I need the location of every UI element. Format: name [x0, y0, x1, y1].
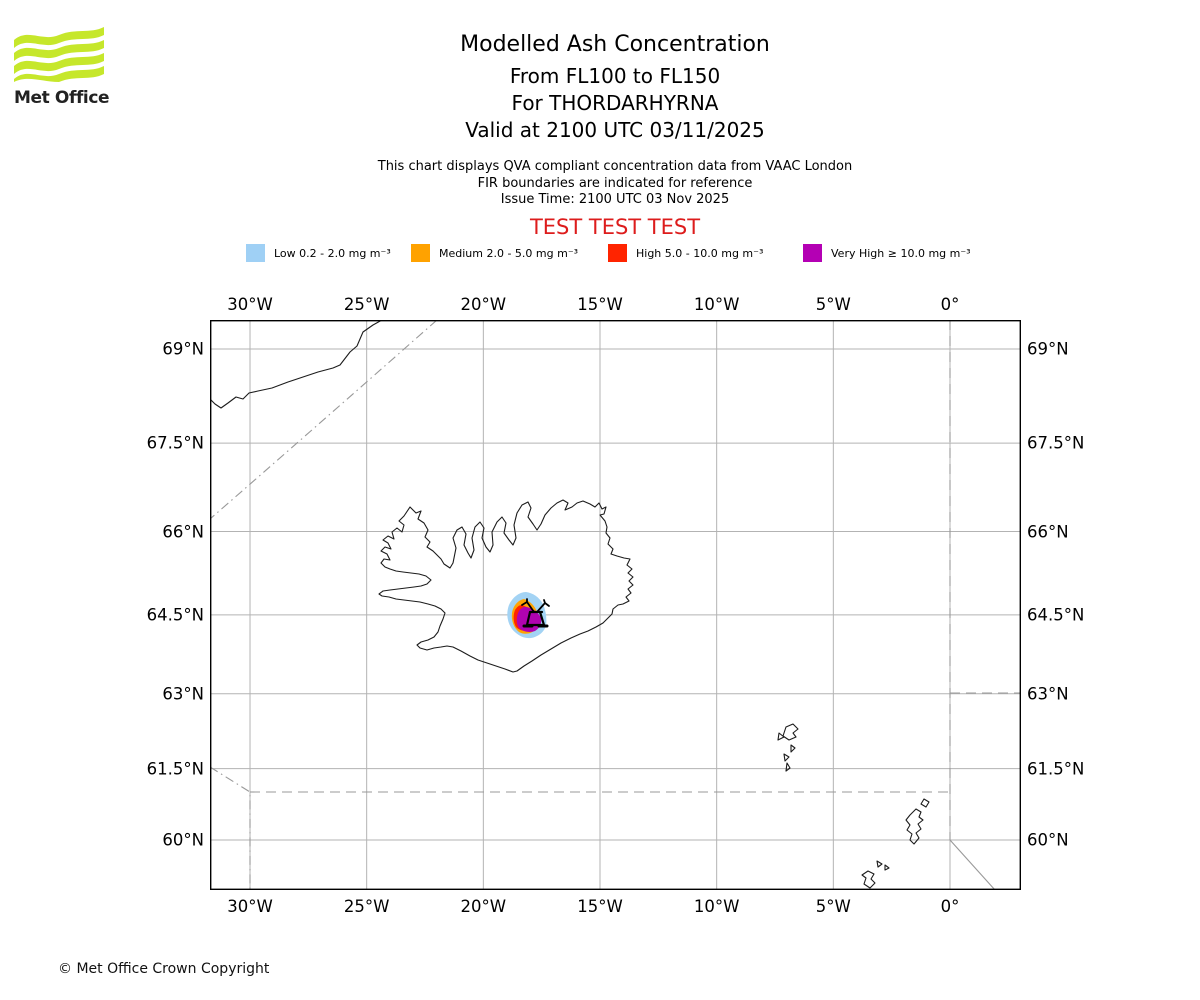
fir-southwest-corner: [210, 766, 251, 890]
legend-item-1: Medium 2.0 - 5.0 mg m⁻³: [411, 244, 578, 262]
lon-tick-top: 5°W: [815, 295, 851, 314]
faroe-islands: [777, 723, 799, 772]
legend-label: Very High ≥ 10.0 mg m⁻³: [831, 246, 971, 260]
lat-tick-left: 67.5°N: [146, 433, 204, 453]
issue-time-note: Issue Time: 2100 UTC 03 Nov 2025: [500, 192, 730, 207]
legend-swatch-icon: [411, 244, 430, 262]
greenland-coast: [210, 320, 383, 409]
lat-tick-left: 61.5°N: [146, 759, 204, 779]
fir-southeast-diagonal: [949, 839, 996, 890]
lat-tick-right: 67.5°N: [1027, 433, 1085, 453]
copyright-text: © Met Office Crown Copyright: [58, 961, 270, 977]
page-title: Modelled Ash Concentration: [460, 32, 770, 57]
lat-tick-right: 61.5°N: [1027, 759, 1085, 779]
lon-tick-top: 20°W: [460, 295, 507, 314]
lat-tick-right: 64.5°N: [1027, 605, 1085, 625]
volcano-symbol-icon: [525, 610, 546, 627]
legend-item-3: Very High ≥ 10.0 mg m⁻³: [803, 244, 971, 262]
lon-tick-bottom: 30°W: [227, 897, 273, 916]
met-office-logo: Met Office: [14, 26, 114, 108]
lon-tick-bottom: 15°W: [577, 897, 623, 916]
valid-time-subtitle: Valid at 2100 UTC 03/11/2025: [465, 118, 765, 142]
legend-label: Medium 2.0 - 5.0 mg m⁻³: [439, 246, 579, 260]
volcano-symbol-icon: [521, 598, 535, 613]
met-office-logo-text: Met Office: [14, 88, 110, 108]
map-frame: [210, 320, 1021, 890]
lon-tick-bottom: 20°W: [460, 897, 507, 916]
lon-tick-top: 30°W: [227, 295, 273, 314]
lon-tick-bottom: 10°W: [693, 897, 740, 916]
volcano-symbol-icon: [536, 599, 550, 613]
lon-tick-bottom: 25°W: [343, 897, 390, 916]
lon-tick-top: 15°W: [577, 295, 623, 314]
legend-swatch-icon: [803, 244, 822, 262]
lat-tick-right: 60°N: [1027, 830, 1069, 850]
met-office-logo-waves: [14, 27, 104, 82]
volcano-subtitle: For THORDARHYRNA: [511, 91, 719, 115]
orkney-islands: [861, 860, 890, 889]
lat-tick-left: 66°N: [162, 522, 204, 541]
lon-tick-top: 25°W: [343, 295, 390, 314]
lon-tick-top: 10°W: [693, 295, 740, 314]
legend-label: Low 0.2 - 2.0 mg m⁻³: [274, 246, 391, 260]
test-banner: TEST TEST TEST: [529, 215, 701, 239]
legend-item-2: High 5.0 - 10.0 mg m⁻³: [608, 244, 763, 262]
lat-tick-left: 64.5°N: [146, 605, 204, 625]
lat-tick-left: 60°N: [162, 830, 204, 850]
lat-tick-right: 63°N: [1027, 684, 1069, 704]
iceland-coast: [378, 499, 634, 673]
shetland-islands: [905, 798, 930, 845]
legend-label: High 5.0 - 10.0 mg m⁻³: [636, 246, 764, 260]
qva-note: This chart displays QVA compliant concen…: [377, 159, 853, 174]
legend-swatch-icon: [246, 244, 265, 262]
lat-tick-right: 69°N: [1027, 339, 1069, 359]
fir-northwest-diagonal: [210, 320, 438, 520]
lon-tick-bottom: 5°W: [815, 897, 851, 916]
lat-tick-left: 69°N: [162, 339, 204, 359]
flight-level-subtitle: From FL100 to FL150: [509, 64, 721, 88]
lat-tick-left: 63°N: [162, 684, 204, 704]
map-canvas: [210, 320, 1021, 890]
legend-item-0: Low 0.2 - 2.0 mg m⁻³: [246, 244, 391, 262]
lon-tick-top: 0°: [940, 295, 960, 314]
lon-tick-bottom: 0°: [940, 897, 960, 916]
legend-swatch-icon: [608, 244, 627, 262]
lat-tick-right: 66°N: [1027, 522, 1069, 541]
fir-note: FIR boundaries are indicated for referen…: [477, 176, 753, 191]
